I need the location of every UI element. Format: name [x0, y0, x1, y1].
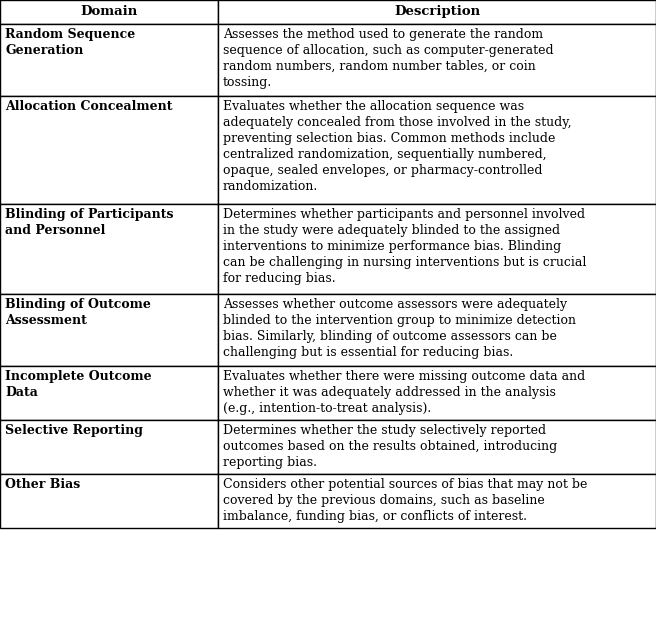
- Text: Other Bias: Other Bias: [5, 478, 80, 491]
- Bar: [0, 204, 218, 294]
- Bar: [0, 474, 218, 528]
- Bar: [218, 294, 656, 366]
- Text: Considers other potential sources of bias that may not be
covered by the previou: Considers other potential sources of bia…: [223, 478, 587, 523]
- Text: Allocation Concealment: Allocation Concealment: [5, 100, 173, 113]
- Bar: [0, 96, 218, 204]
- Text: Assesses the method used to generate the random
sequence of allocation, such as : Assesses the method used to generate the…: [223, 28, 554, 89]
- Text: Determines whether the study selectively reported
outcomes based on the results : Determines whether the study selectively…: [223, 424, 557, 469]
- Text: Selective Reporting: Selective Reporting: [5, 424, 143, 437]
- Bar: [218, 420, 656, 474]
- Text: Description: Description: [394, 5, 480, 19]
- Bar: [218, 366, 656, 420]
- Bar: [0, 366, 218, 420]
- Text: Evaluates whether the allocation sequence was
adequately concealed from those in: Evaluates whether the allocation sequenc…: [223, 100, 571, 193]
- Bar: [218, 24, 656, 96]
- Bar: [218, 96, 656, 204]
- Text: Incomplete Outcome
Data: Incomplete Outcome Data: [5, 370, 152, 399]
- Text: Assesses whether outcome assessors were adequately
blinded to the intervention g: Assesses whether outcome assessors were …: [223, 298, 576, 359]
- Bar: [0, 0, 218, 24]
- Text: Blinding of Participants
and Personnel: Blinding of Participants and Personnel: [5, 208, 173, 237]
- Text: Random Sequence
Generation: Random Sequence Generation: [5, 28, 135, 57]
- Bar: [218, 204, 656, 294]
- Bar: [218, 474, 656, 528]
- Text: Determines whether participants and personnel involved
in the study were adequat: Determines whether participants and pers…: [223, 208, 586, 285]
- Bar: [218, 0, 656, 24]
- Bar: [0, 294, 218, 366]
- Text: Domain: Domain: [81, 5, 138, 19]
- Text: Blinding of Outcome
Assessment: Blinding of Outcome Assessment: [5, 298, 151, 327]
- Bar: [0, 420, 218, 474]
- Bar: [0, 24, 218, 96]
- Text: Evaluates whether there were missing outcome data and
whether it was adequately : Evaluates whether there were missing out…: [223, 370, 585, 415]
